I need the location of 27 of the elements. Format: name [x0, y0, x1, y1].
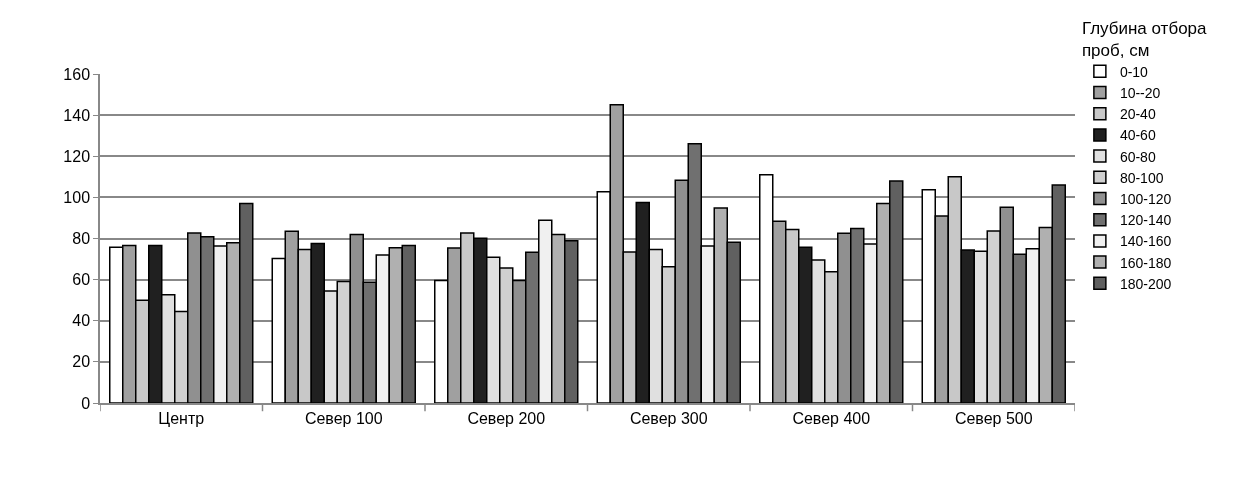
y-tick-label: 80 [72, 230, 91, 248]
y-tick-label: 60 [72, 271, 91, 289]
x-tick-label: Север 400 [792, 409, 871, 427]
legend-label: 10--20 [1119, 84, 1161, 101]
legend-label: 160-180 [1119, 254, 1172, 271]
legend-label: 180-200 [1119, 275, 1172, 292]
y-tick-label: 160 [63, 65, 91, 83]
x-tick-label: Центр [158, 409, 205, 427]
y-tick-label: 100 [63, 188, 91, 206]
x-tick-label: Север 500 [954, 409, 1033, 427]
legend-label: 100-120 [1119, 190, 1172, 207]
legend-label: 60-80 [1119, 148, 1156, 165]
legend-label: 0-10 [1119, 63, 1149, 80]
y-tick-label: 20 [72, 353, 91, 371]
legend-label: 20-40 [1119, 106, 1156, 123]
legend-label: 80-100 [1119, 169, 1164, 186]
y-tick-label: 0 [81, 394, 91, 412]
legend-label: 120-140 [1119, 212, 1172, 229]
x-tick-label: Север 200 [467, 409, 546, 427]
y-tick-label: 40 [72, 312, 91, 330]
y-tick-label: 140 [63, 106, 91, 124]
legend-label: 140-160 [1119, 233, 1172, 250]
y-tick-label: 120 [63, 147, 91, 165]
legend-title: Глубина отбора проб, см [1081, 18, 1208, 60]
x-tick-label: Север 100 [304, 409, 383, 427]
legend-label: 40-60 [1119, 127, 1156, 144]
x-tick-label: Север 300 [629, 409, 708, 427]
